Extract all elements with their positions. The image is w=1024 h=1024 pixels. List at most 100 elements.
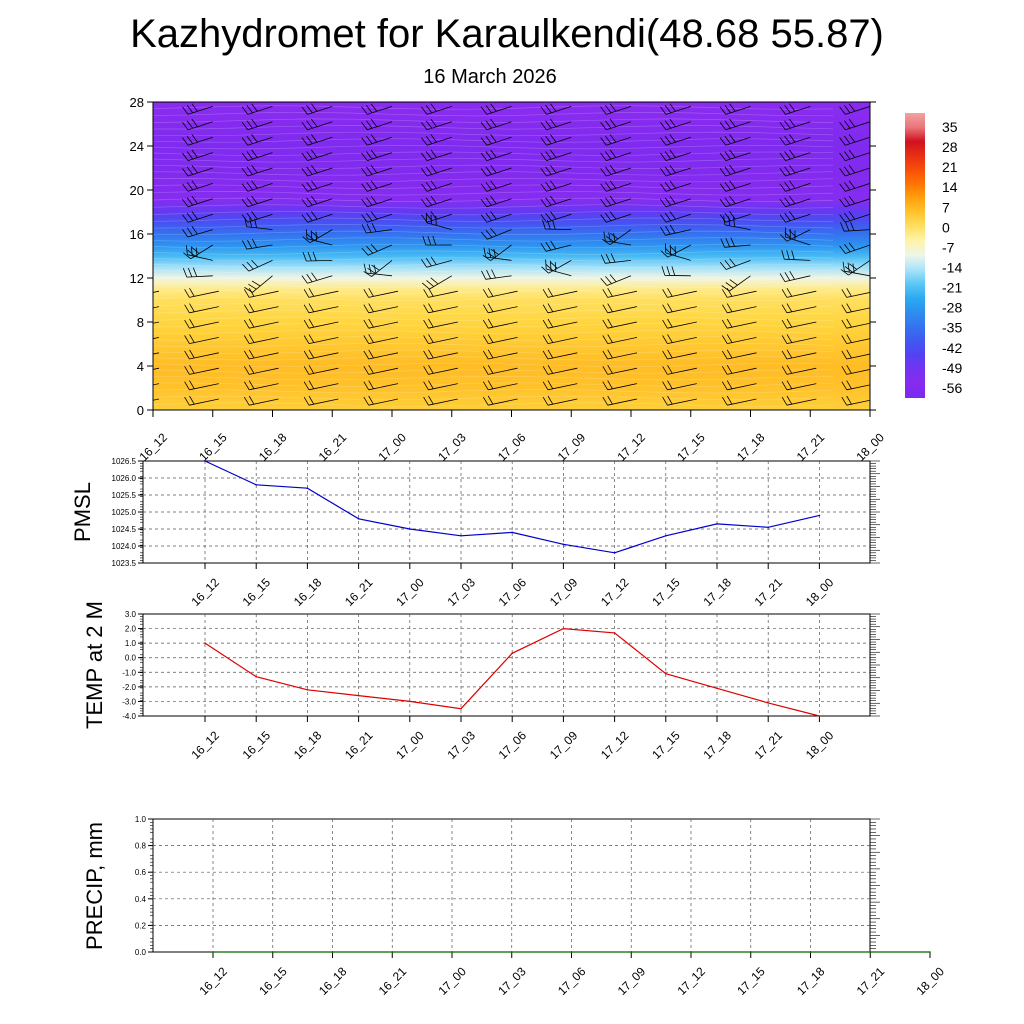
contour-line <box>153 138 834 143</box>
wind-barb <box>779 149 811 161</box>
colorbar-label: 28 <box>942 139 958 155</box>
wind-barb <box>781 395 817 406</box>
wind-barb <box>482 287 518 298</box>
contour-line <box>153 276 834 282</box>
wind-barb <box>480 149 512 161</box>
contour-line <box>153 184 834 189</box>
x-tick-label: 17_15 <box>734 964 768 998</box>
colorbar: 35 28 21 14 7 0 -7 -14 -21 -28 -35 -42 -49 -56 <box>905 113 962 398</box>
x-tick-label: 17_06 <box>555 964 589 998</box>
wind-barb <box>600 134 632 146</box>
wind-barb <box>153 260 154 261</box>
contour-line <box>153 177 834 183</box>
data-point <box>809 951 812 953</box>
wind-barb <box>301 103 333 115</box>
y-tick-label: 2.0 <box>125 625 137 634</box>
wind-barb <box>719 211 751 223</box>
colorbar-label: -28 <box>942 300 962 316</box>
wind-barb <box>540 180 572 192</box>
y-tick-label: 8 <box>137 315 144 330</box>
wind-barb <box>660 149 691 161</box>
wind-barb <box>841 334 870 344</box>
colorbar-label: -14 <box>942 260 962 276</box>
data-point <box>869 951 872 953</box>
wind-barb <box>839 180 870 192</box>
wind-barb <box>153 290 160 293</box>
wind-barb <box>779 211 811 223</box>
wind-barb <box>542 318 578 329</box>
wind-barb <box>781 334 817 344</box>
pmsl-panel: 1023.5 1024.0 1024.5 1025.0 1025.5 1026.0 1026… <box>70 457 880 609</box>
data-point <box>409 528 411 530</box>
wind-barb <box>361 195 393 208</box>
wind-barb <box>244 217 273 230</box>
contour-line <box>153 375 834 381</box>
wind-barb <box>721 318 757 329</box>
wind-barb <box>301 272 333 284</box>
contour-line <box>153 191 834 196</box>
wind-barb <box>482 380 518 391</box>
x-tick-label: 16_15 <box>196 430 230 464</box>
x-tick-label: 17_09 <box>547 575 581 609</box>
x-tick-label: 17_12 <box>614 430 648 464</box>
contour-line <box>153 204 834 209</box>
contour-line <box>153 250 834 255</box>
x-tick-label: 17_12 <box>598 575 632 609</box>
wind-barb <box>839 149 870 161</box>
wind-barb <box>361 118 393 131</box>
wind-barb <box>423 303 458 314</box>
data-point <box>665 672 667 675</box>
wind-barb <box>602 349 638 360</box>
wind-barb <box>542 334 578 344</box>
data-point <box>255 484 257 486</box>
wind-barb <box>662 364 697 375</box>
cross-section-panel: 0 4 8 12 16 20 24 28 16_12 16_15 16_18 16_21 17_00 17… <box>130 95 888 464</box>
x-tick-label: 17_18 <box>700 728 734 762</box>
wind-barb <box>839 211 870 223</box>
x-tick-label: 16_12 <box>196 964 230 998</box>
wind-barb <box>182 103 213 115</box>
y-tick-label: 1.0 <box>125 639 137 648</box>
contour-line <box>153 296 834 302</box>
x-tick-label: 16_21 <box>342 575 376 609</box>
contour-line <box>153 263 833 269</box>
wind-barb <box>243 395 279 406</box>
wind-barb <box>184 364 219 375</box>
contour-line <box>153 389 834 394</box>
y-tick-label: 16 <box>130 227 144 242</box>
contour-line <box>153 270 834 275</box>
wind-barb <box>244 275 273 293</box>
wind-barb <box>153 168 154 169</box>
wind-barb <box>303 303 339 314</box>
wind-barb <box>602 395 638 406</box>
wind-barb <box>600 118 632 131</box>
colorbar-label: 7 <box>942 199 950 215</box>
wind-barb <box>545 259 572 277</box>
wind-barb <box>241 149 273 161</box>
data-point <box>460 707 462 710</box>
x-tick-label: 16_18 <box>316 964 350 998</box>
y-tick-label: 4 <box>137 359 144 374</box>
data-point <box>716 523 718 525</box>
x-tick-label: 17_18 <box>794 964 828 998</box>
x-tick-label: 17_00 <box>435 964 469 998</box>
contour-line <box>153 329 834 335</box>
data-point <box>357 518 360 520</box>
contour-line <box>153 243 834 249</box>
wind-barb <box>153 352 160 355</box>
wind-barb <box>602 380 638 391</box>
wind-barb <box>540 165 572 177</box>
y-tick-label: 28 <box>130 95 144 110</box>
wind-barb <box>719 165 751 177</box>
wind-barb <box>242 259 273 272</box>
contour-line <box>153 125 834 130</box>
colorbar-bar <box>905 113 925 398</box>
wind-barb <box>600 253 632 264</box>
wind-barb <box>600 195 632 208</box>
data-point <box>255 675 257 678</box>
wind-barb <box>542 380 578 391</box>
wind-barb <box>602 364 638 375</box>
contour-line <box>153 118 834 123</box>
y-tick-label: 0.2 <box>135 921 147 930</box>
wind-barb <box>841 395 870 406</box>
